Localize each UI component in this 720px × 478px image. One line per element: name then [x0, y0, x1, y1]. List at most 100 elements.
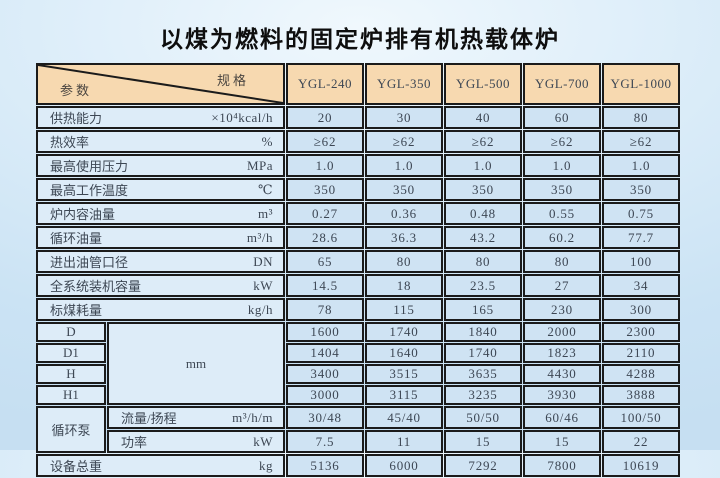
value-cell: 80: [523, 250, 601, 273]
value-cell: 2000: [523, 322, 601, 342]
value-cell: 3115: [365, 385, 443, 405]
table-row-heating-capacity: 供热能力 ×10⁴kcal/h 20 30 40 60 80: [36, 106, 680, 129]
value-cell: 3515: [365, 364, 443, 384]
column-header-ygl-700: YGL-700: [523, 63, 601, 105]
value-cell: 15: [444, 430, 522, 453]
param-label: 最高使用压力: [50, 159, 129, 174]
row-label-cell: 流量/扬程 m³/h/m: [107, 406, 285, 429]
value-cell: 300: [602, 298, 680, 321]
value-cell: 230: [523, 298, 601, 321]
value-cell: 1823: [523, 343, 601, 363]
row-label-cell: 全系统装机容量 kW: [36, 274, 285, 297]
header-row: 规格 参数 YGL-240 YGL-350 YGL-500 YGL-700 YG…: [36, 63, 680, 105]
value-cell: 27: [523, 274, 601, 297]
value-cell: 50/50: [444, 406, 522, 429]
value-cell: 1.0: [444, 154, 522, 177]
value-cell: 350: [602, 178, 680, 201]
dimension-label: H1: [36, 385, 106, 405]
row-label-cell: 进出油管口径 DN: [36, 250, 285, 273]
diagonal-divider-line: [38, 65, 283, 103]
table-row-oil-volume: 炉内容油量 m³ 0.27 0.36 0.48 0.55 0.75: [36, 202, 680, 225]
value-cell: 1404: [286, 343, 364, 363]
value-cell: 350: [523, 178, 601, 201]
param-label: 循环油量: [50, 231, 103, 246]
param-label: 标煤耗量: [50, 303, 103, 318]
param-unit: kg: [259, 457, 273, 473]
row-label-cell: 炉内容油量 m³: [36, 202, 285, 225]
page-title: 以煤为燃料的固定炉排有机热载体炉: [160, 26, 560, 52]
param-unit: %: [261, 133, 273, 149]
value-cell: 3235: [444, 385, 522, 405]
value-cell: 60/46: [523, 406, 601, 429]
table-row-dimension-d: D mm 1600 1740 1840 2000 2300: [36, 322, 680, 405]
param-label: 热效率: [50, 135, 90, 150]
corner-param-label: 参数: [60, 83, 93, 98]
column-header-ygl-500: YGL-500: [444, 63, 522, 105]
param-label: 进出油管口径: [50, 255, 129, 270]
param-unit: DN: [253, 253, 273, 269]
value-cell: 1740: [365, 322, 443, 342]
value-cell: 3930: [523, 385, 601, 405]
value-cell: 3400: [286, 364, 364, 384]
pump-label-cell: 循环泵: [36, 406, 106, 453]
param-label: 供热能力: [50, 111, 103, 126]
value-cell: 5136: [286, 454, 364, 477]
table-row-coal-consumption: 标煤耗量 kg/h 78 115 165 230 300: [36, 298, 680, 321]
param-label: 炉内容油量: [50, 207, 116, 222]
table-row-installed-capacity: 全系统装机容量 kW 14.5 18 23.5 27 34: [36, 274, 680, 297]
value-cell: 1.0: [523, 154, 601, 177]
value-cell: 34: [602, 274, 680, 297]
value-cell: 100: [602, 250, 680, 273]
row-label-cell: 最高工作温度 ℃: [36, 178, 285, 201]
param-label: 设备总重: [50, 459, 103, 474]
table-row-max-temperature: 最高工作温度 ℃ 350 350 350 350 350: [36, 178, 680, 201]
value-cell: ≥62: [602, 130, 680, 153]
value-cell: 30/48: [286, 406, 364, 429]
value-cell: 2300: [602, 322, 680, 342]
value-cell: 80: [365, 250, 443, 273]
table-row-pump-flow: 循环泵 流量/扬程 m³/h/m 30/48 45/40 50/50 60/46…: [36, 406, 680, 453]
value-cell: 2110: [602, 343, 680, 363]
value-cell: ≥62: [444, 130, 522, 153]
corner-spec-label: 规格: [216, 73, 249, 88]
param-unit: m³: [257, 205, 273, 221]
table-row-thermal-efficiency: 热效率 % ≥62 ≥62 ≥62 ≥62 ≥62: [36, 130, 680, 153]
value-cell: 78: [286, 298, 364, 321]
value-cell: 1840: [444, 322, 522, 342]
value-cell: 1.0: [602, 154, 680, 177]
row-label-cell: 热效率 %: [36, 130, 285, 153]
row-label-cell: 供热能力 ×10⁴kcal/h: [36, 106, 285, 129]
column-header-ygl-350: YGL-350: [365, 63, 443, 105]
value-cell: ≥62: [523, 130, 601, 153]
value-cell: 60: [523, 106, 601, 129]
row-label-cell: 标煤耗量 kg/h: [36, 298, 285, 321]
dimension-unit-cell: mm: [107, 322, 285, 405]
value-cell: 14.5: [286, 274, 364, 297]
value-cell: 3888: [602, 385, 680, 405]
value-cell: 36.3: [365, 226, 443, 249]
value-cell: 80: [602, 106, 680, 129]
value-cell: 0.27: [286, 202, 364, 225]
table-row-circulating-oil: 循环油量 m³/h 28.6 36.3 43.2 60.2 77.7: [36, 226, 680, 249]
value-cell: 3000: [286, 385, 364, 405]
param-unit: m³/h/m: [232, 409, 273, 425]
value-cell: 7292: [444, 454, 522, 477]
param-label: 功率: [121, 435, 148, 450]
table-row-dimension-d1: D1 1404 1640 1740 1823 2110: [36, 343, 680, 363]
dimension-label: H: [36, 364, 106, 384]
table-row-dimension-h: H 3400 3515 3635 4430 4288: [36, 364, 680, 384]
value-cell: 100/50: [602, 406, 680, 429]
column-header-ygl-240: YGL-240: [286, 63, 364, 105]
row-label-cell: 最高使用压力 MPa: [36, 154, 285, 177]
value-cell: 115: [365, 298, 443, 321]
value-cell: 20: [286, 106, 364, 129]
value-cell: 40: [444, 106, 522, 129]
value-cell: 0.48: [444, 202, 522, 225]
dimension-label: D: [36, 322, 106, 342]
value-cell: 350: [286, 178, 364, 201]
value-cell: 1.0: [365, 154, 443, 177]
param-unit: kg/h: [247, 301, 273, 317]
row-label-cell: 循环油量 m³/h: [36, 226, 285, 249]
value-cell: 11: [365, 430, 443, 453]
param-label: 流量/扬程: [121, 411, 177, 426]
